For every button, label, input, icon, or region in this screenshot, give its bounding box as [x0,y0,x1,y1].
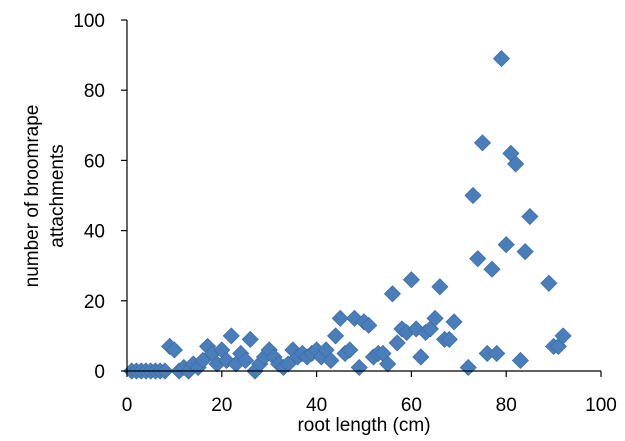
data-point [516,243,534,261]
data-point [360,316,378,334]
y-tick-label: 60 [84,151,105,172]
data-point [469,250,487,268]
y-axis-title-line-1: number of broomrape [22,105,43,288]
data-point [459,358,477,377]
data-point [483,260,501,278]
data-point [464,186,482,205]
data-points [123,50,572,380]
data-point [388,334,406,352]
data-point [412,348,430,366]
data-point [431,278,449,296]
data-point [350,358,368,377]
data-point [440,330,458,348]
data-point [383,285,402,303]
x-tick-label: 20 [211,395,232,416]
x-tick-label: 0 [122,395,133,416]
x-tick-label: 100 [585,395,617,416]
data-point [241,330,259,348]
y-axis-title-line-2: attachments [47,144,68,248]
data-point [165,341,183,359]
data-point [341,341,359,359]
data-point [326,327,345,345]
y-tick-label: 80 [84,81,105,102]
data-point [222,327,240,345]
data-point [402,271,420,289]
data-point [521,207,539,226]
data-point [379,355,397,373]
data-point [540,274,558,292]
x-tick-label: 60 [401,395,422,416]
x-tick-label: 40 [306,395,327,416]
y-tick-label: 100 [73,11,105,32]
data-point [507,155,525,173]
data-point [445,313,463,331]
y-axis-ticks: 0 20 40 60 80 100 [73,11,127,383]
x-axis-title: root length (cm) [297,415,430,436]
data-point [331,309,349,327]
y-tick-label: 40 [84,222,105,243]
data-point [488,344,506,363]
y-tick-label: 0 [94,362,105,383]
data-point [473,134,492,152]
data-point [322,351,340,370]
y-tick-label: 20 [84,292,105,313]
x-axis-ticks: 0 20 40 60 80 100 [122,371,617,416]
data-point [492,50,511,68]
x-tick-label: 80 [496,395,517,416]
data-point [511,351,529,370]
data-point [554,327,572,345]
data-point [236,351,255,370]
data-point [426,309,444,327]
data-point [497,236,515,254]
